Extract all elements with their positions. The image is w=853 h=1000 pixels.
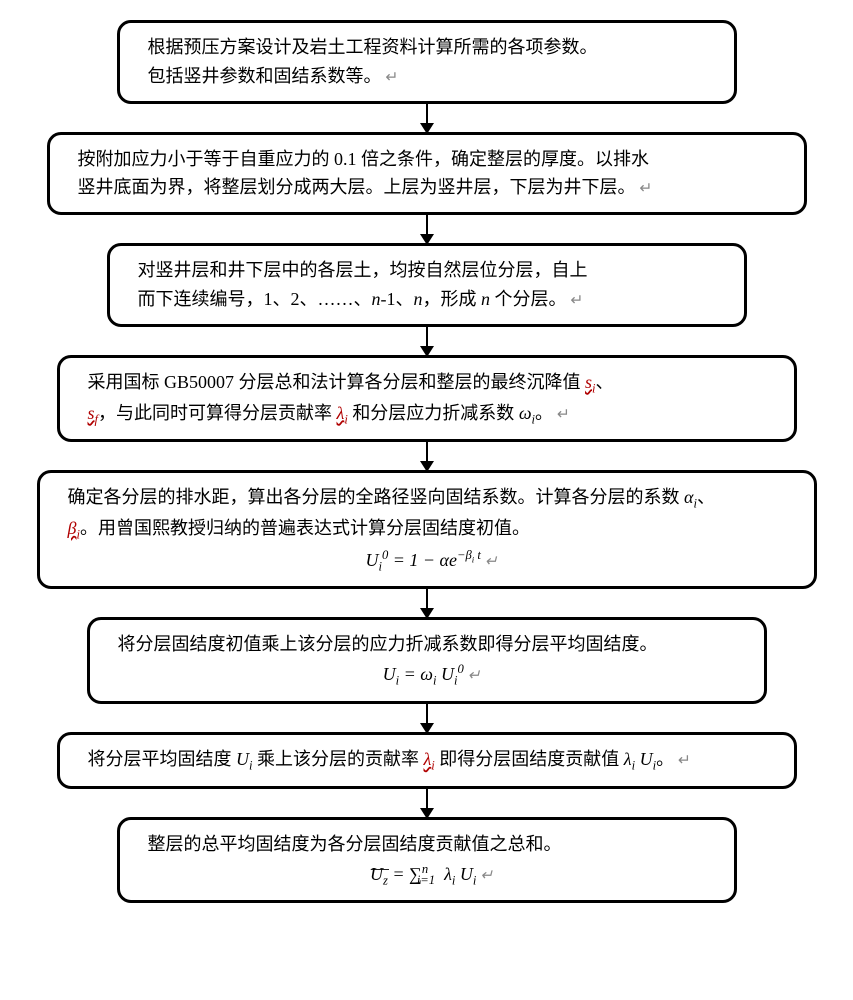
node-line: 采用国标 GB50007 分层总和法计算各分层和整层的最终沉降值 si、 [88,368,776,399]
node-line: 对竖井层和井下层中的各层土，均按自然层位分层，自上 [138,256,726,285]
flow-arrow [426,215,428,243]
node-line: 将分层平均固结度 Ui 乘上该分层的贡献率 λi 即得分层固结度贡献值 λi U… [88,745,776,776]
flow-node-n8: 整层的总平均固结度为各分层固结度贡献值之总和。―Uz = ∑ni=1 λi Ui… [117,817,737,904]
flow-node-n3: 对竖井层和井下层中的各层土，均按自然层位分层，自上而下连续编号，1、2、……、n… [107,243,747,327]
node-line: 按附加应力小于等于自重应力的 0.1 倍之条件，确定整层的厚度。以排水 [78,145,786,174]
flow-arrow [426,327,428,355]
flow-node-n1: 根据预压方案设计及岩土工程资料计算所需的各项参数。包括竖井参数和固结系数等。 ↵ [117,20,737,104]
flow-arrow [426,442,428,470]
flow-node-n6: 将分层固结度初值乘上该分层的应力折减系数即得分层平均固结度。Ui = ωi Ui… [87,617,767,704]
flow-arrow [426,789,428,817]
node-line: βi。用曾国熙教授归纳的普遍表达式计算分层固结度初值。 [68,514,796,545]
node-line: 根据预压方案设计及岩土工程资料计算所需的各项参数。 [148,33,716,62]
node-line: 竖井底面为界，将整层划分成两大层。上层为竖井层，下层为井下层。 ↵ [78,173,786,202]
flow-node-n7: 将分层平均固结度 Ui 乘上该分层的贡献率 λi 即得分层固结度贡献值 λi U… [57,732,797,789]
flow-node-n2: 按附加应力小于等于自重应力的 0.1 倍之条件，确定整层的厚度。以排水竖井底面为… [47,132,807,216]
flow-node-n4: 采用国标 GB50007 分层总和法计算各分层和整层的最终沉降值 si、sf，与… [57,355,797,442]
flow-arrow [426,589,428,617]
node-line: sf，与此同时可算得分层贡献率 λi 和分层应力折减系数 ωi。 ↵ [88,399,776,430]
flow-arrow [426,704,428,732]
flow-arrow [426,104,428,132]
node-line: 包括竖井参数和固结系数等。 ↵ [148,62,716,91]
node-line: Ui = ωi Ui0 ↵ [118,659,746,691]
flowchart-root: 根据预压方案设计及岩土工程资料计算所需的各项参数。包括竖井参数和固结系数等。 ↵… [0,20,853,903]
flow-node-n5: 确定各分层的排水距，算出各分层的全路径竖向固结系数。计算各分层的系数 αi、βi… [37,470,817,589]
node-line: 确定各分层的排水距，算出各分层的全路径竖向固结系数。计算各分层的系数 αi、 [68,483,796,514]
node-line: 将分层固结度初值乘上该分层的应力折减系数即得分层平均固结度。 [118,630,746,659]
node-line: ―Uz = ∑ni=1 λi Ui ↵ [148,859,716,891]
node-line: 而下连续编号，1、2、……、n-1、n，形成 n 个分层。 ↵ [138,285,726,314]
node-line: Ui0 = 1 − αe−βi t ↵ [68,545,796,577]
node-line: 整层的总平均固结度为各分层固结度贡献值之总和。 [148,830,716,859]
